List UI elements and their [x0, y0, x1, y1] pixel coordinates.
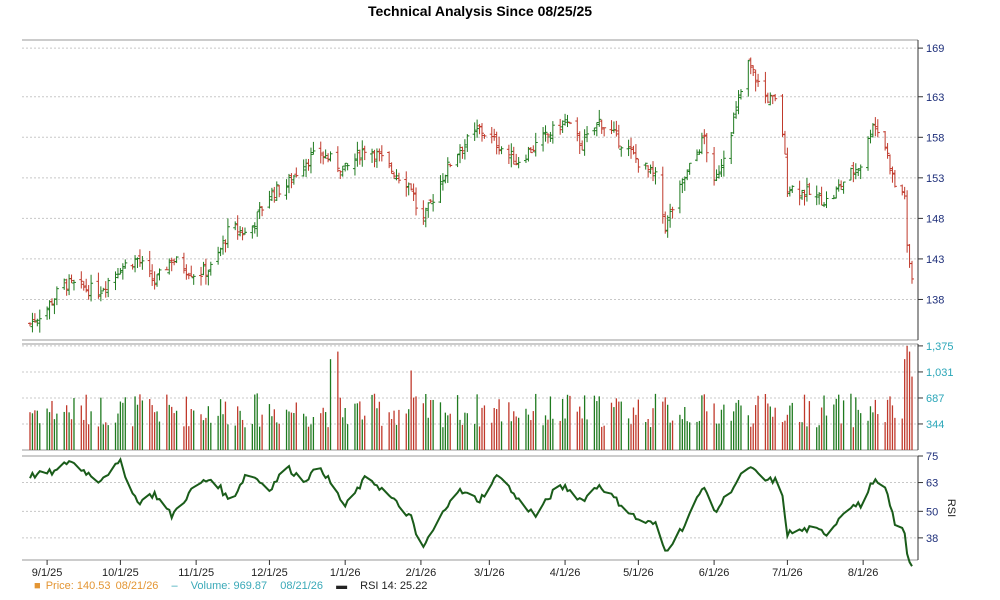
price-tick-label: 138	[926, 294, 944, 306]
x-tick-label: 2/1/26	[406, 567, 437, 579]
x-tick-label: 11/1/25	[178, 567, 214, 579]
legend: ■ Price: 140.53 08/21/26 – Volume: 969.8…	[34, 580, 429, 592]
x-tick-label: 5/1/26	[623, 567, 654, 579]
volume-bars	[29, 345, 913, 450]
axis-labels: 138 143 148 153 158 163 169 344 687 1,031 1,375 38 5…	[32, 43, 957, 579]
price-tick-label: 163	[926, 92, 944, 104]
legend-volume-date: 08/21/26	[280, 580, 324, 592]
x-tick-label: 1/1/26	[330, 567, 361, 579]
legend-rsi-marker: ▬	[336, 580, 348, 592]
x-tick-label: 3/1/26	[474, 567, 505, 579]
volume-tick-label: 1,031	[926, 367, 954, 379]
volume-tick-label: 687	[926, 393, 944, 405]
x-tick-label: 10/1/25	[102, 567, 139, 579]
price-tick-label: 169	[926, 43, 944, 55]
rsi-tick-label: 75	[926, 451, 938, 463]
rsi-tick-label: 38	[926, 533, 938, 545]
axes	[22, 39, 923, 565]
legend-price-date: 08/21/26	[115, 580, 159, 592]
price-tick-label: 148	[926, 213, 944, 225]
x-tick-label: 6/1/26	[699, 567, 730, 579]
legend-price: Price: 140.53	[45, 580, 111, 592]
chart-title: Technical Analysis Since 08/25/25	[368, 3, 592, 19]
rsi-line	[29, 456, 913, 567]
volume-tick-label: 1,375	[926, 341, 954, 353]
x-tick-label: 12/1/25	[251, 567, 288, 579]
rsi-axis-label: RSI	[945, 499, 957, 517]
legend-rsi: RSI 14: 25.22	[360, 580, 428, 592]
grid-lines	[22, 47, 918, 539]
x-tick-label: 4/1/26	[550, 567, 581, 579]
x-tick-label: 7/1/26	[772, 567, 803, 579]
legend-price-marker: ■	[34, 580, 41, 592]
x-tick-label: 9/1/25	[32, 567, 63, 579]
legend-volume-marker: –	[171, 580, 178, 592]
legend-volume: Volume: 969.87	[190, 580, 268, 592]
volume-tick-label: 344	[926, 419, 944, 431]
rsi-tick-label: 50	[926, 506, 938, 518]
rsi-panel	[29, 456, 913, 567]
price-tick-label: 143	[926, 254, 944, 266]
price-tick-label: 158	[926, 132, 944, 144]
x-tick-label: 8/1/26	[848, 567, 879, 579]
rsi-tick-label: 63	[926, 478, 938, 490]
price-bars	[28, 57, 914, 333]
price-tick-label: 153	[926, 173, 944, 185]
